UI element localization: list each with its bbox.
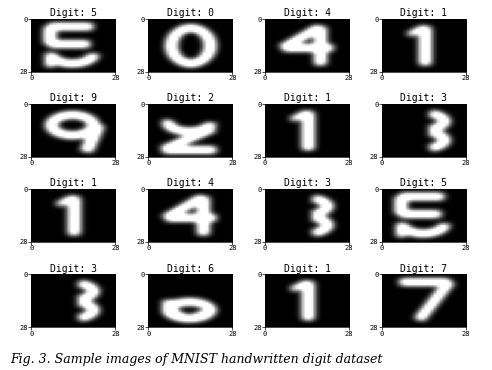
Title: Digit: 6: Digit: 6 xyxy=(167,263,214,273)
Title: Digit: 1: Digit: 1 xyxy=(50,178,97,188)
Title: Digit: 0: Digit: 0 xyxy=(167,8,214,18)
Title: Digit: 3: Digit: 3 xyxy=(50,263,97,273)
Title: Digit: 5: Digit: 5 xyxy=(50,8,97,18)
Title: Digit: 3: Digit: 3 xyxy=(400,93,448,103)
Title: Digit: 9: Digit: 9 xyxy=(50,93,97,103)
Title: Digit: 1: Digit: 1 xyxy=(283,263,331,273)
Title: Digit: 1: Digit: 1 xyxy=(283,93,331,103)
Title: Digit: 4: Digit: 4 xyxy=(283,8,331,18)
Text: Fig. 3. Sample images of MNIST handwritten digit dataset: Fig. 3. Sample images of MNIST handwritt… xyxy=(10,353,382,366)
Title: Digit: 7: Digit: 7 xyxy=(400,263,448,273)
Title: Digit: 4: Digit: 4 xyxy=(167,178,214,188)
Title: Digit: 5: Digit: 5 xyxy=(400,178,448,188)
Title: Digit: 1: Digit: 1 xyxy=(400,8,448,18)
Title: Digit: 3: Digit: 3 xyxy=(283,178,331,188)
Title: Digit: 2: Digit: 2 xyxy=(167,93,214,103)
